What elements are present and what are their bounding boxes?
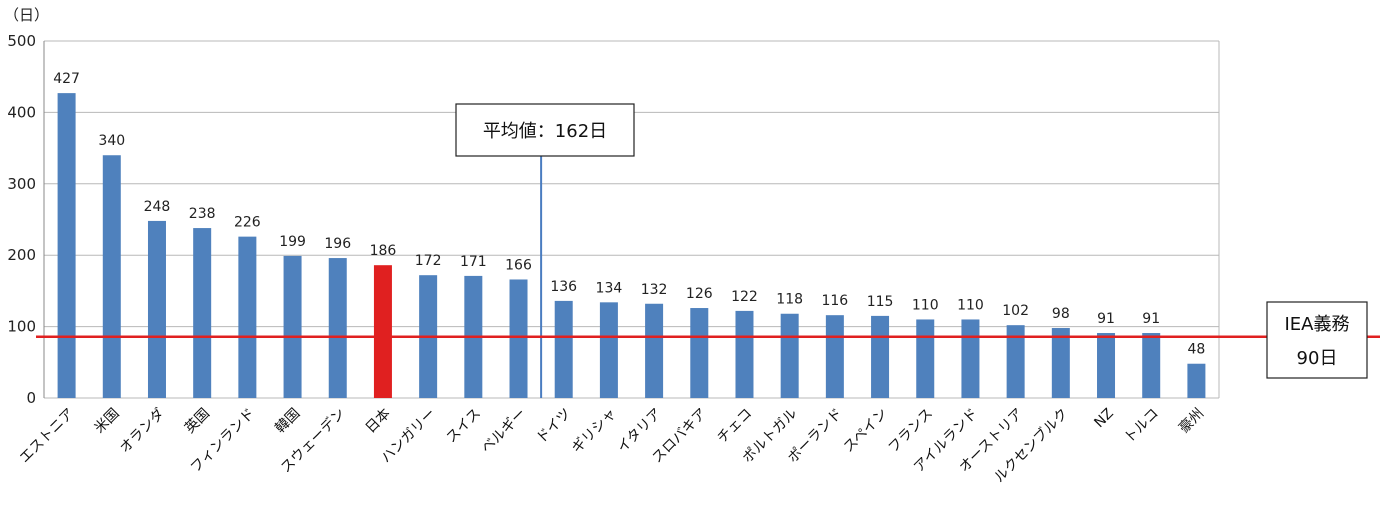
bar: [57, 93, 76, 398]
bar: [283, 255, 302, 398]
bar: [825, 315, 844, 398]
y-unit-label: （日）: [4, 6, 49, 24]
bar: [102, 155, 121, 398]
y-tick-label: 0: [26, 389, 36, 407]
bar: [193, 228, 212, 398]
bar: [147, 220, 166, 398]
bar: [554, 300, 573, 398]
bar: [373, 265, 392, 398]
bar: [1051, 328, 1070, 398]
category-label: 韓国: [272, 406, 303, 437]
bar: [916, 319, 935, 398]
data-label: 132: [641, 282, 668, 298]
data-label: 199: [279, 234, 306, 250]
data-label: 91: [1097, 311, 1115, 327]
category-label: 豪州: [1176, 406, 1207, 437]
data-label: 91: [1142, 311, 1160, 327]
bar: [509, 279, 528, 398]
bar: [645, 303, 664, 398]
bar: [1097, 333, 1116, 398]
bar: [690, 308, 709, 398]
data-label: 186: [370, 243, 397, 259]
data-label: 115: [867, 294, 894, 310]
data-label: 196: [324, 236, 351, 252]
bar: [599, 302, 618, 398]
bar: [1006, 325, 1025, 398]
iea-label-line1: IEA義務: [1285, 314, 1350, 335]
bar: [871, 315, 890, 398]
category-label: スペイン: [841, 406, 891, 456]
y-tick-label: 100: [7, 318, 36, 336]
data-label: 248: [144, 199, 171, 215]
category-label: スイス: [443, 406, 484, 447]
annotations: 平均値：162日 IEA義務 90日: [36, 103, 1380, 398]
data-label: 171: [460, 254, 487, 270]
data-label: 116: [821, 293, 848, 309]
data-label: 172: [415, 253, 442, 269]
iea-label-line2: 90日: [1297, 348, 1338, 369]
data-label: 48: [1187, 342, 1205, 358]
bar: [238, 236, 257, 398]
bar: [961, 319, 980, 398]
category-label: NZ: [1091, 406, 1117, 432]
category-label: エストニア: [17, 406, 78, 467]
y-tick-label: 200: [7, 246, 36, 264]
category-label: 日本: [363, 406, 394, 437]
data-label: 134: [596, 280, 623, 296]
gridlines: [43, 40, 1220, 399]
bar: [1142, 333, 1161, 398]
data-label: 118: [776, 292, 803, 308]
data-label: 136: [550, 279, 577, 295]
y-tick-label: 300: [7, 175, 36, 193]
category-label: ドイツ: [534, 406, 575, 447]
y-axis-ticks: 0 100 200 300 400 500: [7, 32, 36, 407]
bar: [735, 310, 754, 398]
bar: [1187, 363, 1206, 398]
data-label: 226: [234, 215, 261, 231]
data-label: 238: [189, 206, 216, 222]
average-label: 平均値：162日: [483, 121, 607, 142]
data-label: 110: [912, 297, 939, 313]
category-label: オランダ: [117, 406, 168, 457]
category-label: 英国: [181, 405, 213, 437]
data-label: 102: [1002, 303, 1029, 319]
data-label: 166: [505, 257, 532, 273]
category-label: 米国: [92, 406, 123, 437]
bar: [328, 258, 347, 398]
data-label: 122: [731, 289, 758, 305]
category-label: チェコ: [714, 406, 755, 447]
category-label: ギリシャ: [569, 406, 620, 457]
data-label: 110: [957, 297, 984, 313]
bar: [780, 313, 799, 398]
data-label: 340: [98, 133, 125, 149]
y-tick-label: 400: [7, 103, 36, 121]
data-label: 126: [686, 286, 713, 302]
average-label-box: [455, 103, 635, 157]
category-label: ベルギー: [478, 406, 529, 457]
category-label: トルコ: [1121, 406, 1162, 447]
y-tick-label: 500: [7, 32, 36, 50]
data-label: 98: [1052, 306, 1070, 322]
data-labels: 427 340 248 238 226 199 196 186 172 171 166 136 134 1…: [53, 71, 1205, 358]
data-label: 427: [53, 71, 80, 87]
iea-label-box: [1266, 301, 1368, 379]
